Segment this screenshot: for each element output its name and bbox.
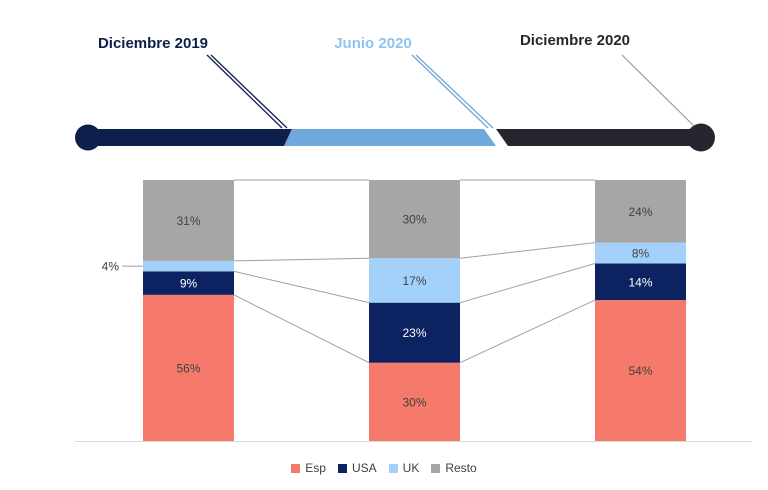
timeline-segment-2	[284, 129, 496, 146]
data-label-usa-2: 23%	[402, 326, 426, 340]
legend-label-esp: Esp	[305, 461, 326, 475]
bar-uk-1	[143, 260, 234, 272]
legend-item-esp: Esp	[291, 461, 326, 475]
connector-line	[233, 257, 370, 262]
bar-esp-1	[143, 294, 234, 441]
bar-resto-1	[143, 180, 234, 261]
timeline-label-2: Junio 2020	[334, 35, 412, 52]
timeline-label-1: Diciembre 2019	[98, 35, 208, 52]
data-label-usa-3: 14%	[628, 275, 652, 289]
data-label-uk-1: 4%	[102, 260, 120, 274]
timeline-end-dot	[687, 123, 715, 152]
timeline-label-3: Diciembre 2020	[520, 32, 630, 49]
data-label-uk-2: 17%	[402, 274, 426, 288]
timeline-leader-3	[621, 54, 695, 127]
timeline-leader-2a	[411, 54, 489, 129]
data-label-uk-3: 8%	[632, 247, 650, 261]
legend-swatch-usa	[337, 463, 347, 473]
data-label-resto-3: 24%	[628, 205, 652, 219]
bar-uk-3	[595, 242, 686, 264]
legend-swatch-uk	[388, 463, 398, 473]
data-label-esp-1: 56%	[176, 361, 200, 375]
data-label-esp-3: 54%	[628, 364, 652, 378]
bar-usa-2	[369, 302, 460, 363]
data-label-resto-1: 31%	[176, 214, 200, 228]
connector-line	[233, 294, 370, 364]
legend-swatch-resto	[431, 463, 441, 473]
bar-usa-1	[143, 271, 234, 295]
bar-esp-3	[595, 300, 686, 441]
timeline-leader-2b	[415, 54, 494, 129]
bar-usa-3	[595, 263, 686, 301]
timeline-leader-1a	[206, 54, 283, 129]
connector-line	[233, 270, 370, 304]
legend-label-resto: Resto	[445, 461, 477, 475]
connector-line	[459, 299, 596, 364]
data-label-esp-2: 30%	[402, 395, 426, 409]
data-label-resto-2: 30%	[402, 213, 426, 227]
legend-label-uk: UK	[402, 461, 420, 475]
legend-label-usa: USA	[351, 461, 377, 475]
legend-item-uk: UK	[388, 461, 420, 475]
bar-uk-2	[369, 258, 460, 303]
legend-item-resto: Resto	[431, 461, 477, 475]
connector-line	[459, 263, 596, 304]
legend-swatch-esp	[291, 463, 301, 473]
timeline-segment-1	[88, 129, 292, 146]
timeline-start-dot	[75, 124, 101, 151]
bar-resto-2	[369, 180, 460, 259]
legend-item-usa: USA	[337, 461, 377, 475]
timeline-segment-3	[496, 129, 700, 146]
bar-esp-2	[369, 362, 460, 441]
bar-resto-3	[595, 180, 686, 243]
legend: Esp USA UK Resto	[0, 457, 768, 479]
timeline-leader-1b	[210, 54, 288, 129]
connector-line	[459, 242, 596, 259]
data-label-usa-1: 9%	[180, 277, 198, 291]
